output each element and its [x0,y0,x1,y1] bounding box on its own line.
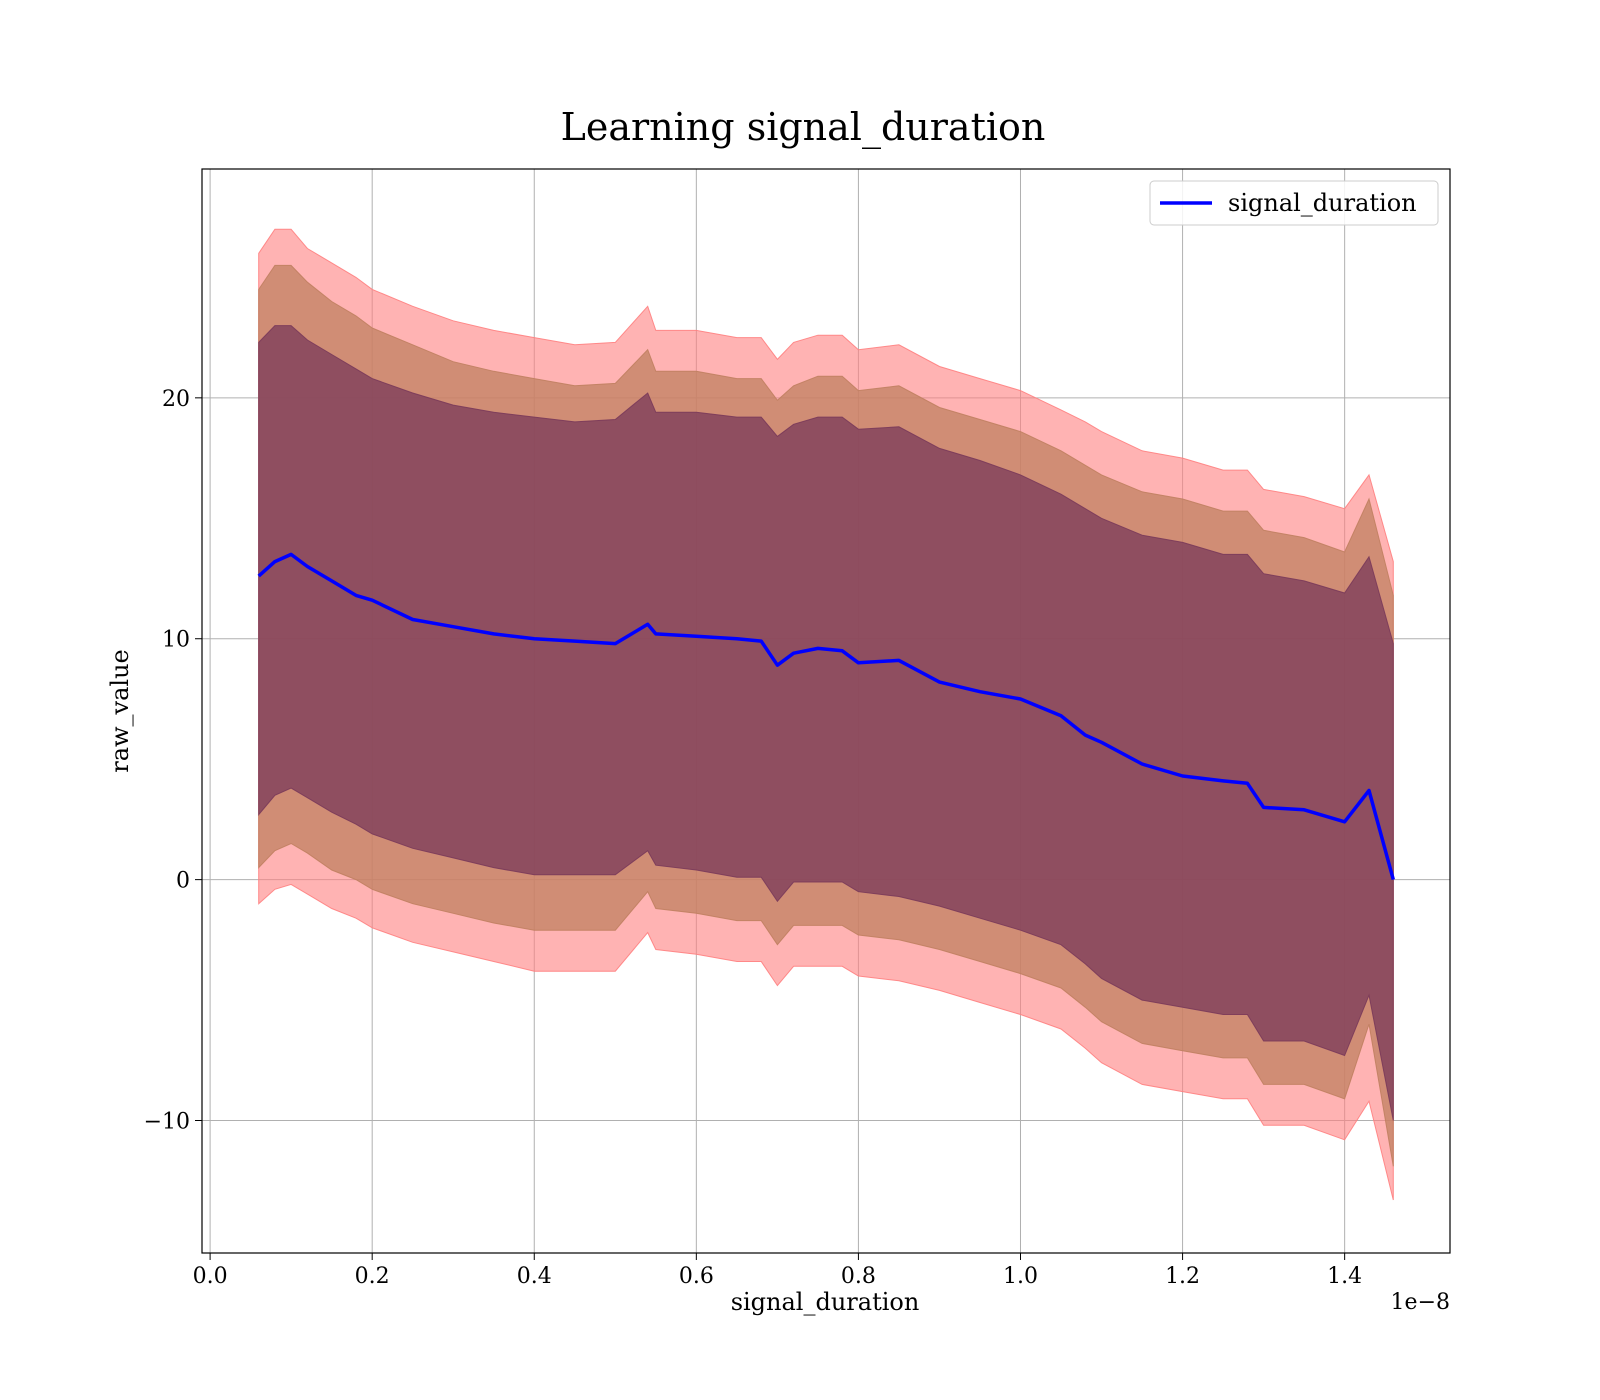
y-tick-label: −10 [144,1110,190,1135]
legend-label-signal-duration: signal_duration [1228,189,1417,217]
legend: signal_duration [1149,180,1439,226]
band-inner-area [258,325,1394,1121]
x-tick-label: 0.4 [517,1264,552,1289]
y-axis-ticks: −10 0 10 20 [144,387,202,1135]
legend-box [1149,180,1439,226]
x-tick-label: 0.8 [841,1264,876,1289]
series-line-signal-duration [257,552,1395,881]
x-axis-offset-label: 1e−8 [1391,1290,1450,1315]
y-axis-label: raw_value [106,649,134,773]
y-tick-label: 0 [176,869,190,894]
x-tick-label: 1.4 [1327,1264,1362,1289]
x-tick-label: 1.0 [1003,1264,1038,1289]
x-axis-label: signal_duration [731,1288,920,1316]
plot-frame [201,168,1451,1254]
x-tick-label: 1.2 [1165,1264,1200,1289]
y-tick-label: 10 [162,628,190,653]
confidence-bands [258,228,1394,1201]
x-tick-label: 0.2 [355,1264,390,1289]
y-tick-label: 20 [162,387,190,412]
x-tick-label: 0.0 [193,1264,228,1289]
x-axis-ticks: 0.0 0.2 0.4 0.6 0.8 1.0 1.2 1.4 [193,1253,1362,1289]
chart-title: Learning signal_duration [561,105,1046,150]
series-lines [257,552,1395,881]
x-tick-label: 0.6 [679,1264,714,1289]
